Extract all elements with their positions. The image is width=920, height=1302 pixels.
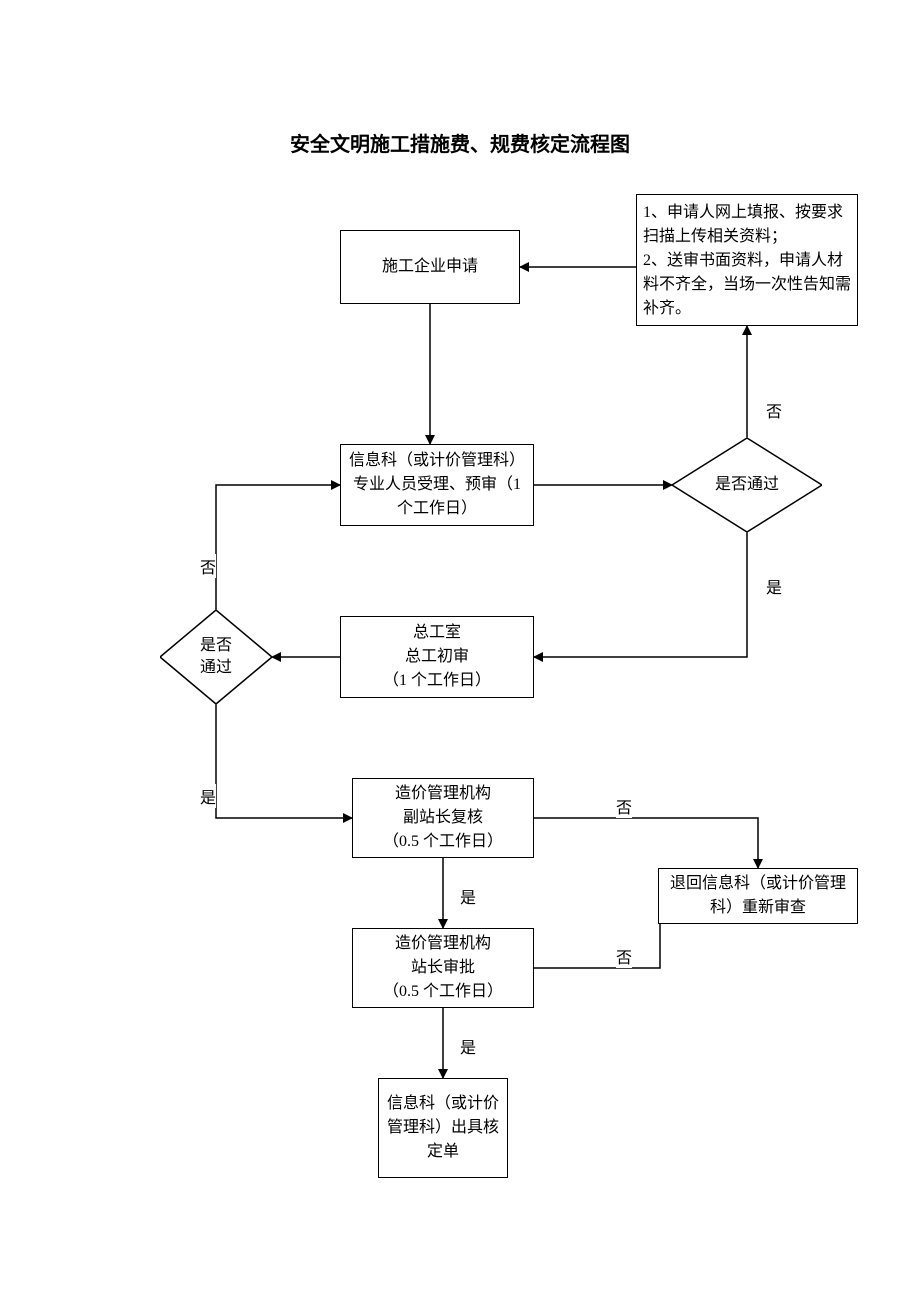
edge-4	[534, 532, 747, 657]
edge-7	[216, 704, 352, 818]
edge-label-6: 否	[200, 554, 216, 578]
edge-6	[216, 485, 340, 610]
edge-label-9: 否	[616, 794, 632, 818]
flow-diamond-d_pass1: 是否通过	[672, 438, 822, 532]
flow-box-n_deputy: 造价管理机构副站长复核（0.5 个工作日）	[352, 778, 534, 858]
flow-box-n_apply: 施工企业申请	[340, 230, 520, 304]
flow-box-n_chief: 总工室总工初审（1 个工作日）	[340, 616, 534, 698]
edge-label-4: 是	[766, 574, 782, 598]
edge-label-10: 否	[616, 944, 632, 968]
edge-label-8: 是	[460, 884, 476, 908]
flow-box-n_accept: 信息科（或计价管理科）专业人员受理、预审（1 个工作日）	[340, 444, 534, 526]
page-title: 安全文明施工措施费、规费核定流程图	[0, 128, 920, 157]
flow-box-n_return: 退回信息科（或计价管理科）重新审查	[658, 868, 858, 924]
flow-box-n_chief2: 造价管理机构站长审批（0.5 个工作日）	[352, 928, 534, 1008]
flow-box-n_note: 1、申请人网上填报、按要求扫描上传相关资料；2、送审书面资料，申请人材料不齐全，…	[636, 194, 858, 326]
edge-label-7: 是	[200, 784, 216, 808]
edge-label-11: 是	[460, 1034, 476, 1058]
edge-label-3: 否	[766, 398, 782, 422]
edge-9	[534, 818, 758, 868]
flow-box-n_issue: 信息科（或计价管理科）出具核定单	[378, 1078, 508, 1178]
flow-diamond-d_pass2: 是否通过	[160, 610, 272, 704]
